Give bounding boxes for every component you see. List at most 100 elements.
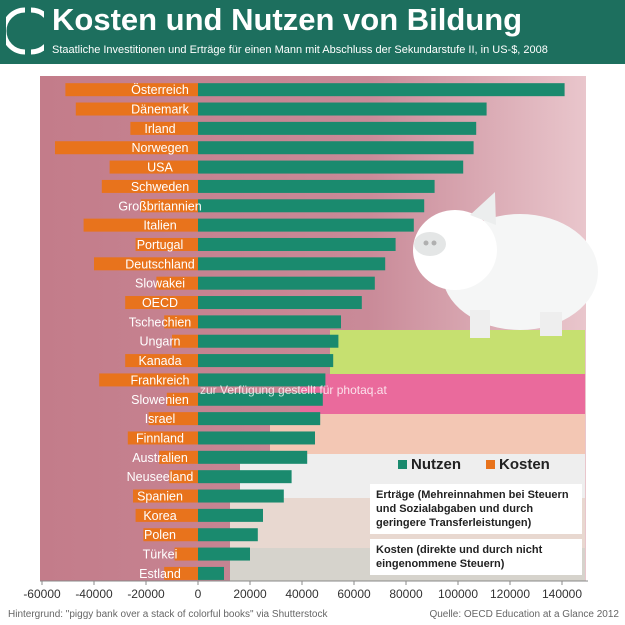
bar-kosten-21 xyxy=(133,489,198,503)
category-label-16: Slowenien xyxy=(131,393,189,407)
note-ertraege: Erträge (Mehreinnahmen bei Steuern und S… xyxy=(370,484,582,534)
bar-nutzen-23 xyxy=(198,528,258,542)
category-label-18: Finnland xyxy=(136,431,184,445)
category-label-19: Australien xyxy=(132,451,188,465)
bar-kosten-13 xyxy=(172,334,198,348)
legend: Nutzen Kosten xyxy=(398,454,568,476)
x-tick-label-2: -20000 xyxy=(127,587,165,601)
bar-kosten-18 xyxy=(127,431,198,445)
legend-label-kosten: Kosten xyxy=(499,456,550,473)
bar-kosten-4 xyxy=(109,160,198,174)
category-label-23: Polen xyxy=(144,528,176,542)
legend-item-kosten: Kosten xyxy=(486,456,550,473)
bar-kosten-2 xyxy=(130,121,198,135)
bar-nutzen-21 xyxy=(198,489,284,503)
bar-nutzen-10 xyxy=(198,276,375,290)
bar-kosten-1 xyxy=(75,102,198,116)
category-label-22: Korea xyxy=(143,509,176,523)
bar-kosten-9 xyxy=(94,257,198,271)
category-label-9: Deutschland xyxy=(125,257,195,271)
bar-kosten-12 xyxy=(164,315,198,329)
bar-nutzen-14 xyxy=(198,354,334,368)
legend-swatch-nutzen xyxy=(398,460,407,469)
x-axis: -60000 -40000 -20000 0 20000 40000 60000 80000 1… xyxy=(23,580,588,601)
x-tick-label-8: 100000 xyxy=(438,587,478,601)
bar-nutzen-24 xyxy=(198,547,250,561)
category-label-3: Norwegen xyxy=(132,141,189,155)
bar-nutzen-12 xyxy=(198,315,341,329)
bar-nutzen-18 xyxy=(198,431,315,445)
category-label-25: Estland xyxy=(139,567,181,581)
oecd-logo-icon xyxy=(6,7,44,55)
category-label-21: Spanien xyxy=(137,490,183,504)
bar-kosten-16 xyxy=(166,392,198,406)
category-label-14: Kanada xyxy=(138,354,181,368)
category-label-4: USA xyxy=(147,161,173,175)
page-subtitle: Staatliche Investitionen und Erträge für… xyxy=(52,44,548,56)
bar-nutzen-6 xyxy=(198,199,425,213)
category-label-1: Dänemark xyxy=(131,103,189,117)
bar-kosten-23 xyxy=(143,528,198,542)
legend-swatch-kosten xyxy=(486,460,495,469)
bar-nutzen-8 xyxy=(198,237,396,251)
bar-nutzen-2 xyxy=(198,121,477,135)
category-label-24: Türkei xyxy=(143,548,178,562)
bar-kosten-17 xyxy=(148,412,198,426)
page-title: Kosten und Nutzen von Bildung xyxy=(52,2,523,37)
watermark-text: zur Verfügung gestellt für photaq.at xyxy=(200,383,387,397)
bar-nutzen-19 xyxy=(198,450,308,464)
category-label-12: Tschechien xyxy=(129,315,192,329)
category-label-0: Österreich xyxy=(131,83,189,97)
bar-kosten-10 xyxy=(156,276,198,290)
category-label-7: Italien xyxy=(143,219,176,233)
category-label-6: Großbritannien xyxy=(118,199,201,213)
x-tick-label-6: 60000 xyxy=(337,587,371,601)
x-tick-label-9: 120000 xyxy=(490,587,530,601)
bar-kosten-0 xyxy=(65,83,199,97)
note-kosten: Kosten (direkte und durch nicht eingenom… xyxy=(370,539,582,575)
bar-kosten-6 xyxy=(140,199,198,213)
background-credit: Hintergrund: "piggy bank over a stack of… xyxy=(8,609,328,620)
category-label-11: OECD xyxy=(142,296,178,310)
category-label-5: Schweden xyxy=(131,180,189,194)
piggy-bank-illustration xyxy=(413,192,598,338)
bar-group xyxy=(55,83,565,580)
x-tick-label-5: 40000 xyxy=(285,587,319,601)
bar-nutzen-15 xyxy=(198,373,326,387)
bar-nutzen-22 xyxy=(198,508,263,522)
bar-kosten-8 xyxy=(135,237,198,251)
x-tick-label-4: 20000 xyxy=(233,587,267,601)
bar-kosten-19 xyxy=(159,450,198,464)
category-label-13: Ungarn xyxy=(140,335,181,349)
bar-nutzen-9 xyxy=(198,257,386,271)
category-label-2: Irland xyxy=(144,122,175,136)
legend-label-nutzen: Nutzen xyxy=(411,456,461,473)
bar-nutzen-16 xyxy=(198,392,323,406)
x-tick-label-0: -60000 xyxy=(23,587,61,601)
category-labels: Österreich Dänemark Irland Norwegen USA Schwe… xyxy=(118,83,201,581)
source-note: Quelle: OECD Education at a Glance 2012 xyxy=(429,609,619,620)
bar-nutzen-25 xyxy=(198,566,224,580)
x-tick-label-10: 140000 xyxy=(542,587,582,601)
header-banner: Kosten und Nutzen von Bildung Staatliche… xyxy=(0,0,625,64)
category-label-17: Israel xyxy=(145,412,176,426)
category-label-10: Slowakei xyxy=(135,277,185,291)
bar-nutzen-7 xyxy=(198,218,414,232)
bar-nutzen-1 xyxy=(198,102,487,116)
bar-kosten-7 xyxy=(83,218,198,232)
x-tick-label-3: 0 xyxy=(195,587,202,601)
bar-nutzen-5 xyxy=(198,179,435,193)
bar-kosten-15 xyxy=(99,373,198,387)
bar-nutzen-20 xyxy=(198,470,292,484)
bar-kosten-25 xyxy=(164,566,198,580)
x-tick-label-7: 80000 xyxy=(389,587,423,601)
bar-nutzen-13 xyxy=(198,334,339,348)
bar-kosten-22 xyxy=(135,508,198,522)
bar-kosten-3 xyxy=(55,141,198,155)
bar-kosten-11 xyxy=(125,296,198,310)
bar-kosten-24 xyxy=(174,547,198,561)
bar-kosten-14 xyxy=(125,354,198,368)
x-tick-label-1: -40000 xyxy=(75,587,113,601)
bar-nutzen-4 xyxy=(198,160,464,174)
bar-nutzen-17 xyxy=(198,412,321,426)
